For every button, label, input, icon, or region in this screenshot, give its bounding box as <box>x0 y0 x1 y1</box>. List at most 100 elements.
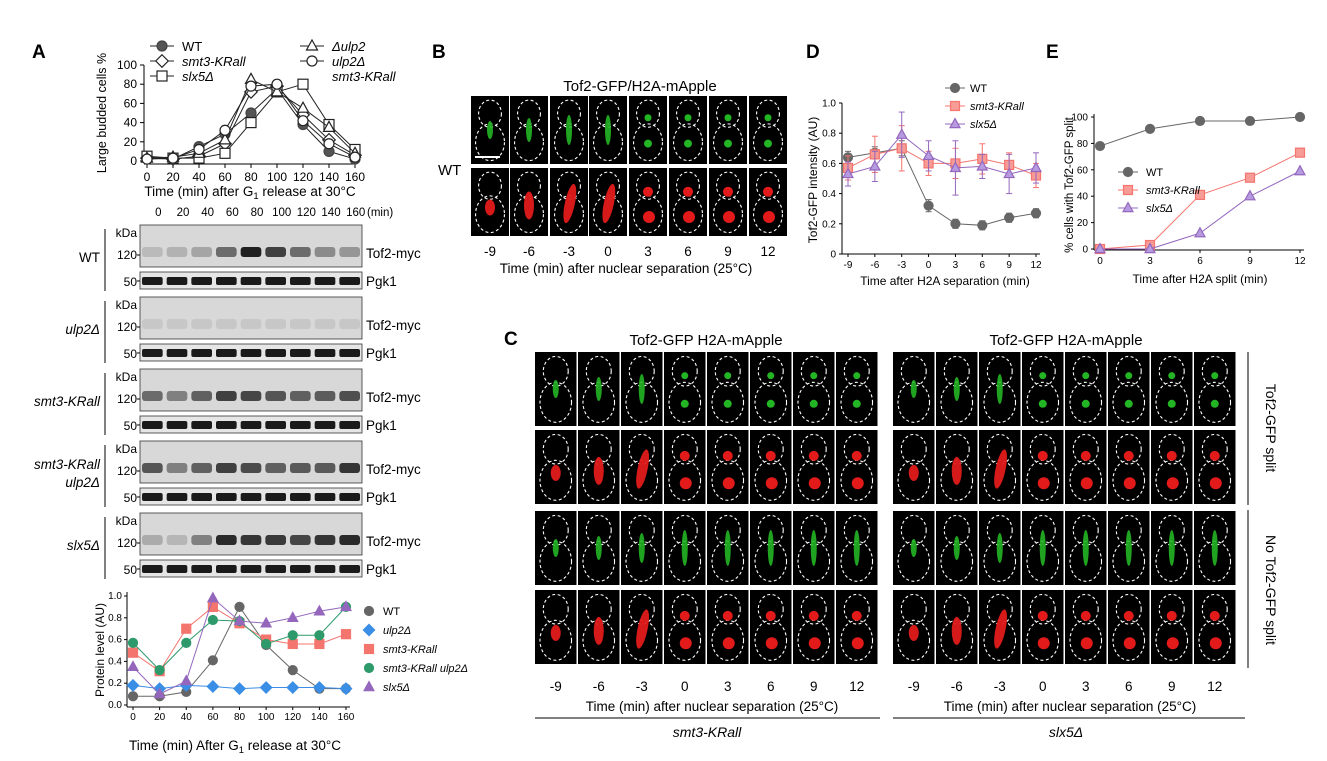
data-point <box>323 138 335 150</box>
blot-band-pgk1 <box>166 493 188 501</box>
blot-kda-label: kDa <box>116 370 138 384</box>
chart-tof2-split: 0 20 40 60 80 100 0 3 6 9 12 % cells with Tof2-GFP … <box>1064 111 1306 286</box>
tof2-signal <box>853 530 860 566</box>
panel-letter-c: C <box>504 329 518 350</box>
y-tick-label: 20 <box>1077 218 1089 229</box>
cell-outline-bud <box>596 171 620 200</box>
cell-outline-mother <box>840 381 874 423</box>
x-axis-label: Time after H2A split (min) <box>1133 272 1268 286</box>
data-point <box>976 159 989 171</box>
data-point <box>127 637 139 648</box>
nucleus-signal <box>908 624 919 641</box>
data-point <box>1144 242 1156 254</box>
cell-outline-bud <box>714 593 741 625</box>
cell-outline-bud <box>1158 514 1185 546</box>
legend-marker <box>363 662 375 674</box>
nucleus-signal <box>851 450 862 461</box>
cell-tile <box>749 168 787 236</box>
y-tick-label: 100 <box>1071 113 1088 124</box>
tof2-signal <box>1039 530 1046 566</box>
legend-label: WT <box>182 39 202 54</box>
cell-outline-bud <box>800 514 827 546</box>
cell-outline-bud <box>757 514 784 546</box>
cell-outline-bud <box>986 514 1013 546</box>
cell-outline-bud <box>1029 355 1056 387</box>
data-point <box>153 687 166 699</box>
x-tick-label: -9 <box>844 260 853 271</box>
blot-band-pgk1 <box>142 421 163 429</box>
tof2-signal <box>552 380 559 398</box>
data-point <box>234 601 245 613</box>
x-tick-label: 60 <box>218 170 232 184</box>
data-point <box>922 149 935 161</box>
cell-time-label: -3 <box>636 679 648 694</box>
blot-band-pgk1 <box>339 277 360 285</box>
blot-band-pgk1 <box>314 493 336 501</box>
tof2-signal <box>809 399 818 408</box>
cell-outline-bud <box>900 433 927 465</box>
cell-tile <box>750 430 792 504</box>
nucleus-signal <box>851 477 864 490</box>
blot-time-unit: (min) <box>367 207 393 219</box>
cell-outline-bud <box>1072 514 1099 546</box>
cell-tile <box>793 352 835 426</box>
nucleus-signal <box>602 183 616 224</box>
blot-marker-50: 50 <box>124 347 138 361</box>
x-tick-label: 9 <box>1006 260 1012 271</box>
x-tick-label: 20 <box>166 170 180 184</box>
legend-marker <box>949 82 961 94</box>
tof2-signal <box>724 530 731 566</box>
blot-band <box>265 247 286 257</box>
x-tick-label: 0 <box>926 260 932 271</box>
blot-band-pgk1 <box>240 349 262 357</box>
blot-tof2-membrane <box>139 296 363 340</box>
x-tick-label: 40 <box>192 170 206 184</box>
tof2-signal <box>810 530 817 566</box>
blot-band-pgk1 <box>166 349 188 357</box>
data-point <box>1294 164 1306 176</box>
cell-outline-bud <box>843 593 870 625</box>
blot-band-pgk1 <box>314 565 336 573</box>
cell-outline-bud <box>716 171 740 200</box>
blot-band-pgk1 <box>142 493 163 501</box>
blot-band <box>142 391 163 401</box>
cell-outline-bud <box>1201 593 1228 625</box>
nucleus-signal <box>994 609 1008 649</box>
cell-time-label: 0 <box>681 679 689 694</box>
legend-label: slx5Δ <box>970 119 997 131</box>
panel-b-title: Tof2-GFP/H2A-mApple <box>563 78 716 95</box>
cell-outline-bud <box>756 171 780 200</box>
blot-tof2-membrane <box>139 368 363 412</box>
tof2-signal <box>723 399 732 408</box>
tof2-signal <box>852 399 861 408</box>
cell-tile <box>664 352 706 426</box>
data-point <box>950 218 961 229</box>
x-tick-label: 80 <box>234 712 246 723</box>
x-tick-label: 140 <box>311 712 328 723</box>
panel-b-xlabel: Time (min) after nuclear separation (25°… <box>500 261 753 276</box>
blot-band <box>191 463 212 473</box>
legend-marker <box>1122 201 1134 213</box>
nucleus-signal <box>679 637 692 650</box>
data-point <box>286 611 299 623</box>
cell-outline-mother <box>668 381 702 423</box>
panel-c-left-title: Tof2-GFP H2A-mApple <box>629 332 782 349</box>
data-point <box>245 80 257 92</box>
cell-tile <box>1151 352 1193 426</box>
y-tick-label: 0.2 <box>822 219 836 230</box>
blot-time-label: 160 <box>346 207 365 219</box>
x-tick-label: 12 <box>1030 260 1042 271</box>
y-axis-label: % cells with Tof2-GFP split <box>1064 116 1076 253</box>
blot-band-pgk1 <box>265 565 286 573</box>
data-point <box>1003 167 1016 179</box>
cell-time-label: -6 <box>523 244 535 259</box>
panel-letter-d: D <box>806 42 820 63</box>
blot-marker-120: 120 <box>117 392 137 406</box>
tof2-signal <box>764 139 772 148</box>
blot-band <box>265 535 286 545</box>
x-tick-label: 60 <box>207 712 219 723</box>
cell-tile <box>1022 430 1064 504</box>
data-point <box>312 681 326 695</box>
nucleus-signal <box>1166 637 1179 650</box>
cell-outline-bud <box>757 593 784 625</box>
